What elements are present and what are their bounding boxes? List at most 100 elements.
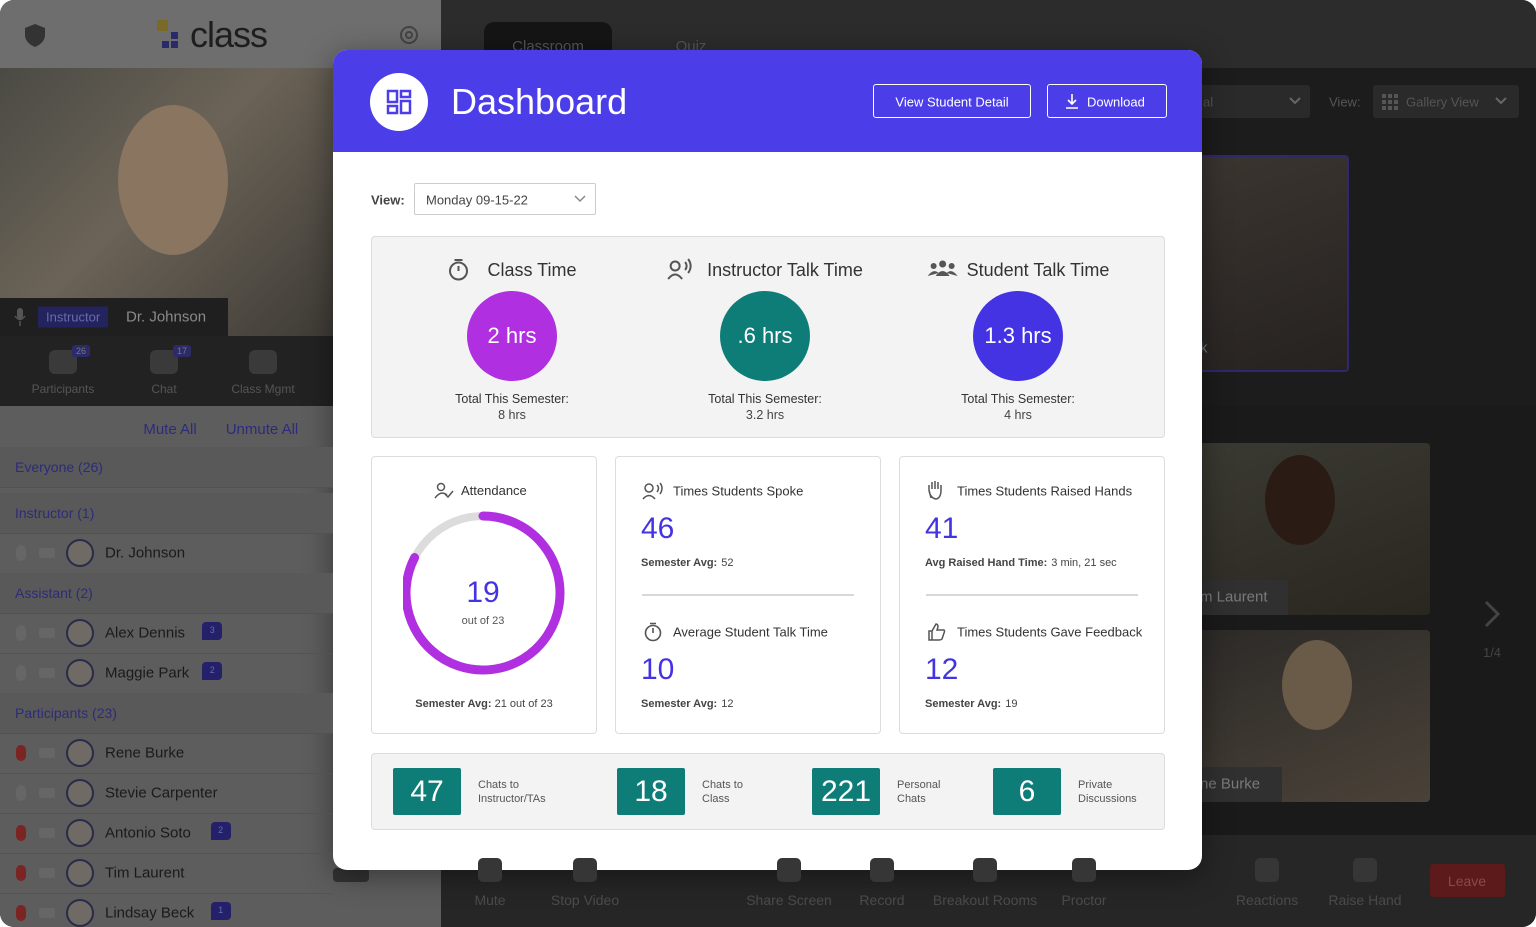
attendance-value: 19 (466, 576, 500, 609)
note-value: 3 min, 21 sec (1051, 557, 1117, 569)
camera-icon[interactable] (39, 908, 55, 918)
metric-note: Avg Raised Hand Time: 3 min, 21 sec (925, 557, 1117, 569)
download-label[interactable]: Download (1087, 94, 1145, 110)
chevron (1495, 97, 1507, 105)
note-value: 52 (721, 557, 734, 569)
control-icon[interactable] (478, 858, 502, 882)
attendance-ring (403, 511, 565, 675)
member-row (0, 813, 333, 854)
chat-label: Chats to (478, 779, 519, 791)
layout-select[interactable] (1190, 85, 1310, 118)
member-name: Antonio Soto (105, 824, 191, 842)
time-stat-icon (927, 260, 958, 276)
camera-icon[interactable] (39, 868, 55, 878)
control-icon[interactable] (1255, 858, 1279, 882)
control-icon[interactable] (573, 858, 597, 882)
member-name: Lindsay Beck (105, 904, 195, 922)
date-select-value[interactable]: Monday 09-15-22 (426, 192, 528, 208)
control-icon[interactable] (777, 858, 801, 882)
download-button[interactable] (1047, 84, 1167, 118)
control-label[interactable]: Stop Video (550, 892, 620, 908)
section-header (0, 573, 333, 614)
modal-title: Dashboard (451, 81, 628, 122)
layout-select-value[interactable]: al (1203, 94, 1214, 110)
divider (642, 594, 854, 596)
view-select-value[interactable]: Gallery View (1406, 94, 1479, 110)
member-row (0, 613, 333, 654)
mic-icon[interactable] (16, 545, 26, 561)
note-label: Avg Raised Hand Time: (925, 557, 1048, 569)
date-select[interactable] (414, 183, 596, 215)
collapse-button[interactable] (333, 868, 369, 882)
control-label[interactable]: Mute (474, 892, 506, 908)
leave-button[interactable] (1430, 864, 1505, 897)
next-page[interactable] (1482, 600, 1502, 628)
avatar (66, 739, 94, 767)
time-stat-total: 8 hrs (498, 408, 526, 422)
control-label[interactable]: Proctor (1061, 892, 1107, 908)
mic-muted-icon[interactable] (16, 905, 26, 921)
unmute-all[interactable]: Unmute All (225, 421, 299, 438)
detail-button[interactable] (873, 84, 1031, 118)
note-value: 12 (721, 698, 734, 710)
camera-icon[interactable] (39, 788, 55, 798)
mic-icon[interactable] (16, 625, 26, 641)
time-stat-icon (448, 259, 468, 281)
chat-label: Chats (897, 793, 926, 805)
grid-icon (1382, 94, 1398, 110)
logo: class (190, 14, 268, 55)
attendance-icon (434, 482, 454, 499)
camera-icon[interactable] (39, 628, 55, 638)
mic-muted-icon[interactable] (16, 825, 26, 841)
control-icon[interactable] (870, 858, 894, 882)
section-title: Instructor (1) (15, 505, 95, 521)
control-label[interactable]: Reactions (1235, 892, 1299, 908)
chevron (574, 195, 586, 203)
avatar (66, 819, 94, 847)
control-icon[interactable] (973, 858, 997, 882)
hand-icon (928, 481, 942, 500)
mic-icon (14, 308, 26, 326)
mic-muted-icon[interactable] (16, 745, 26, 761)
panel-tab-label[interactable]: Participants (31, 382, 95, 396)
chat-label: Class (702, 793, 730, 805)
chat-value: 6 (1018, 775, 1036, 808)
camera-icon[interactable] (39, 668, 55, 678)
avg-value: 21 out of 23 (494, 698, 553, 710)
mic-muted-icon[interactable] (16, 865, 26, 881)
time-stat-total-label: Total This Semester: (455, 392, 569, 406)
chat-value: 18 (634, 775, 668, 808)
control-label[interactable]: Raise Hand (1328, 892, 1402, 908)
mic-icon[interactable] (16, 785, 26, 801)
mute-all[interactable]: Mute All (143, 421, 197, 438)
camera-icon[interactable] (39, 828, 55, 838)
detail-button-label[interactable]: View Student Detail (895, 94, 1009, 110)
camera-icon[interactable] (39, 548, 55, 558)
settings-icon[interactable] (397, 23, 421, 47)
chat-box (617, 768, 685, 815)
member-row (0, 773, 333, 814)
panel-tab-label[interactable]: Class Mgmt (231, 382, 295, 396)
panel-tab-label[interactable]: Chat (151, 382, 177, 396)
metric-value: 12 (925, 653, 959, 686)
panel-tab-icon[interactable] (249, 350, 277, 374)
avatar (66, 539, 94, 567)
avg-label: Semester Avg: (415, 698, 492, 710)
control-icon[interactable] (1353, 858, 1377, 882)
leave-label[interactable]: Leave (1447, 873, 1487, 889)
role-tag: Instructor (38, 306, 109, 328)
time-stat-circle (720, 291, 810, 381)
chat-label: Discussions (1078, 793, 1137, 805)
chat-label: Instructor/TAs (478, 793, 546, 805)
control-label[interactable]: Share Screen (746, 892, 832, 908)
logo-mark (157, 20, 178, 48)
camera-icon[interactable] (39, 748, 55, 758)
control-icon[interactable] (1072, 858, 1096, 882)
control-label[interactable]: Breakout Rooms (932, 892, 1038, 908)
view-label: View: (1329, 94, 1361, 110)
dashboard-glyph (386, 89, 412, 115)
badge: 17 (173, 345, 192, 357)
control-label[interactable]: Record (859, 892, 905, 908)
mic-icon[interactable] (16, 665, 26, 681)
time-stat-title-text: Instructor Talk Time (707, 259, 863, 280)
